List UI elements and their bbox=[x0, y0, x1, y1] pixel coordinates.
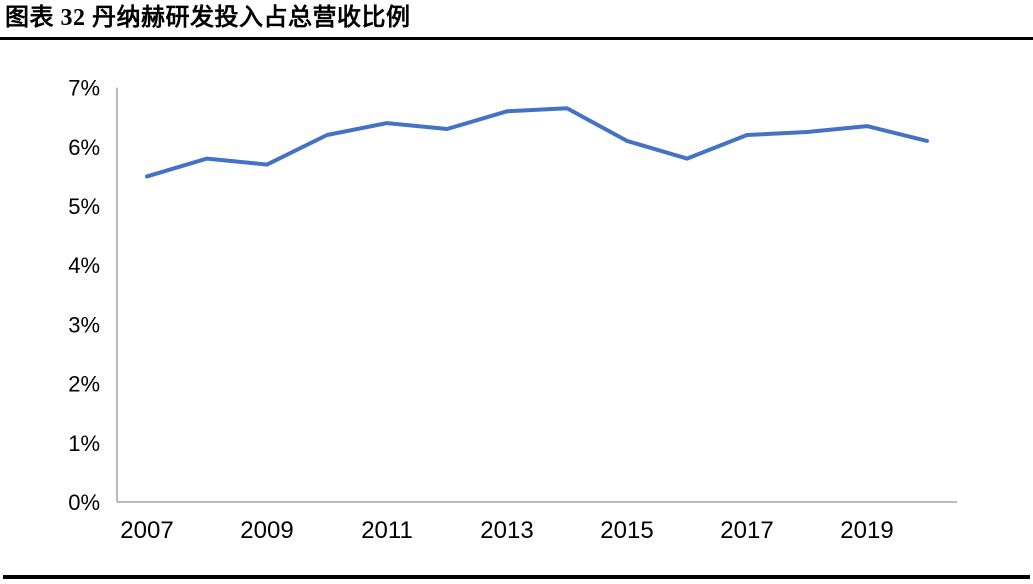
y-tick-label: 2% bbox=[68, 372, 100, 397]
x-tick-label: 2011 bbox=[361, 517, 413, 544]
x-tick-label: 2013 bbox=[480, 517, 533, 544]
footer-divider bbox=[3, 575, 1030, 579]
x-tick-label: 2019 bbox=[840, 517, 893, 544]
x-tick-label: 2009 bbox=[240, 517, 293, 544]
y-tick-label: 3% bbox=[68, 312, 100, 337]
y-tick-label: 5% bbox=[68, 194, 100, 219]
title-divider bbox=[0, 37, 1033, 40]
y-tick-label: 1% bbox=[68, 431, 100, 456]
y-tick-label: 6% bbox=[68, 135, 100, 160]
figure-title: 图表 32 丹纳赫研发投入占总营收比例 bbox=[5, 5, 411, 31]
x-tick-label: 2007 bbox=[120, 517, 173, 544]
y-tick-label: 4% bbox=[68, 253, 100, 278]
data-series-line bbox=[145, 106, 929, 179]
x-tick-label: 2015 bbox=[600, 517, 653, 544]
x-tick-label: 2017 bbox=[720, 517, 773, 544]
y-tick-label: 0% bbox=[68, 490, 100, 515]
y-tick-label: 7% bbox=[68, 76, 100, 101]
